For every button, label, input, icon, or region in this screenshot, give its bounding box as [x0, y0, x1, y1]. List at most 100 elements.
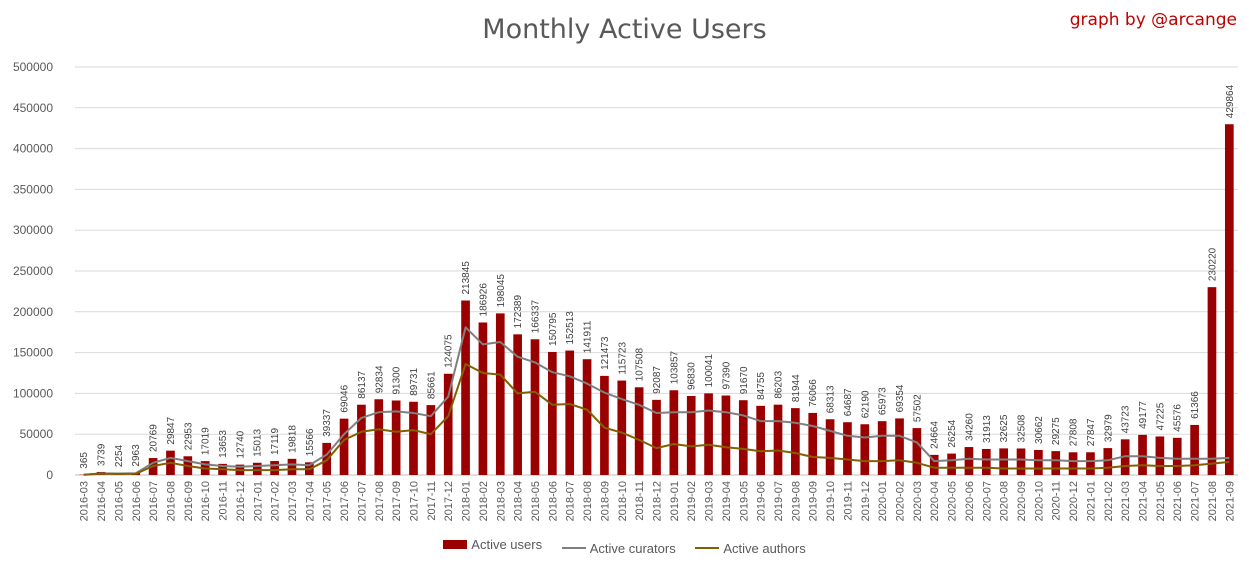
data-label: 62190 [860, 390, 871, 418]
x-tick-label: 2018-12 [652, 481, 664, 521]
data-label: 47225 [1155, 402, 1166, 430]
x-tick-label: 2017-12 [443, 481, 455, 521]
data-label: 15566 [305, 428, 316, 456]
x-tick-label: 2016-11 [218, 481, 230, 521]
bar [877, 421, 887, 475]
x-tick-label: 2021-05 [1155, 481, 1167, 521]
chart-title: Monthly Active Users [482, 14, 767, 45]
x-tick-label: 2019-02 [686, 481, 698, 521]
x-tick-label: 2019-09 [808, 481, 820, 521]
x-tick-label: 2018-09 [599, 481, 611, 521]
bar [825, 419, 835, 475]
x-tick-label: 2019-11 [842, 481, 854, 521]
data-label: 17119 [270, 428, 281, 456]
bar [791, 408, 800, 475]
data-label: 76066 [808, 379, 819, 407]
data-label: 12740 [235, 430, 246, 458]
x-tick-label: 2017-04 [304, 481, 316, 521]
x-tick-label: 2016-09 [183, 481, 195, 521]
data-label: 84755 [756, 372, 767, 400]
bar [339, 418, 349, 475]
data-label: 29847 [166, 416, 177, 444]
data-label: 65973 [878, 387, 889, 415]
legend-label: Active authors [723, 540, 806, 556]
x-tick-label: 2019-04 [721, 481, 733, 521]
data-label: 32508 [1017, 414, 1028, 442]
data-label: 13653 [218, 430, 229, 458]
data-label: 69046 [340, 384, 351, 412]
data-labels: 365 3739 2254 2963 20769 29847 22953 17019 13653… [79, 84, 1236, 468]
data-label: 166337 [530, 299, 541, 333]
data-label: 172389 [513, 295, 524, 329]
x-tick-label: 2020-03 [912, 481, 924, 521]
x-tick-label: 2021-08 [1207, 481, 1219, 521]
data-label: 31913 [982, 415, 993, 443]
x-axis-ticks: 2016-03 2016-04 2016-05 2016-06 2016-07 2016-… [79, 481, 1237, 521]
data-label: 43723 [1121, 405, 1132, 433]
x-tick-label: 2021-09 [1224, 481, 1236, 521]
bar [1068, 452, 1078, 475]
bar [895, 418, 904, 475]
data-label: 141911 [583, 320, 594, 353]
y-tick-label: 100000 [13, 386, 53, 400]
data-label: 27808 [1069, 418, 1080, 446]
bar [704, 393, 713, 475]
x-tick-label: 2020-08 [999, 481, 1011, 521]
data-label: 3739 [97, 443, 108, 466]
x-tick-label: 2020-09 [1016, 481, 1028, 521]
x-tick-label: 2017-03 [287, 481, 299, 521]
x-tick-label: 2016-10 [200, 481, 212, 521]
x-tick-label: 2019-05 [738, 481, 750, 521]
bar [947, 453, 956, 475]
data-label: 230220 [1207, 247, 1218, 281]
data-label: 57502 [912, 394, 923, 422]
data-label: 85661 [426, 371, 437, 399]
data-label: 115723 [617, 342, 628, 375]
bar [287, 458, 297, 475]
y-tick-label: 150000 [13, 346, 53, 360]
x-tick-label: 2017-08 [374, 481, 386, 521]
bar [1190, 424, 1199, 475]
x-tick-label: 2017-02 [270, 481, 282, 521]
data-label: 86137 [357, 370, 368, 398]
data-label: 91300 [392, 366, 403, 394]
bar [548, 351, 557, 475]
bar [443, 373, 453, 475]
bar [981, 448, 991, 475]
x-tick-label: 2020-01 [877, 481, 889, 521]
x-tick-label: 2016-12 [235, 481, 247, 521]
data-label: 29275 [1051, 417, 1062, 445]
bar [617, 380, 627, 475]
data-label: 27847 [1086, 418, 1097, 446]
x-tick-label: 2019-07 [773, 481, 785, 521]
x-tick-label: 2021-03 [1120, 481, 1132, 521]
bar [357, 404, 366, 475]
bar [964, 447, 974, 475]
x-tick-label: 2020-07 [981, 481, 993, 521]
bar [1103, 448, 1113, 475]
bar [582, 359, 592, 475]
y-tick-label: 200000 [13, 305, 53, 319]
x-tick-label: 2020-04 [929, 481, 941, 521]
x-tick-label: 2017-09 [391, 481, 403, 521]
bar [1051, 451, 1061, 475]
bar [565, 350, 575, 475]
data-label: 86203 [774, 370, 785, 398]
data-label: 2963 [131, 444, 142, 467]
x-tick-label: 2017-01 [252, 481, 264, 521]
data-label: 152513 [565, 311, 576, 345]
legend-swatch-bar [443, 540, 468, 549]
x-tick-label: 2018-06 [547, 481, 559, 521]
bar [808, 412, 818, 475]
bar [652, 399, 661, 475]
bar [686, 395, 696, 475]
data-label: 198045 [496, 274, 507, 308]
data-label: 32979 [1103, 414, 1114, 442]
bar [1207, 287, 1217, 475]
x-tick-label: 2018-01 [461, 481, 473, 521]
legend-item-active-users: Active users [443, 537, 542, 552]
x-tick-label: 2020-06 [964, 481, 976, 521]
data-label: 97390 [721, 361, 732, 389]
data-label: 20769 [149, 424, 160, 452]
bar [530, 339, 540, 475]
